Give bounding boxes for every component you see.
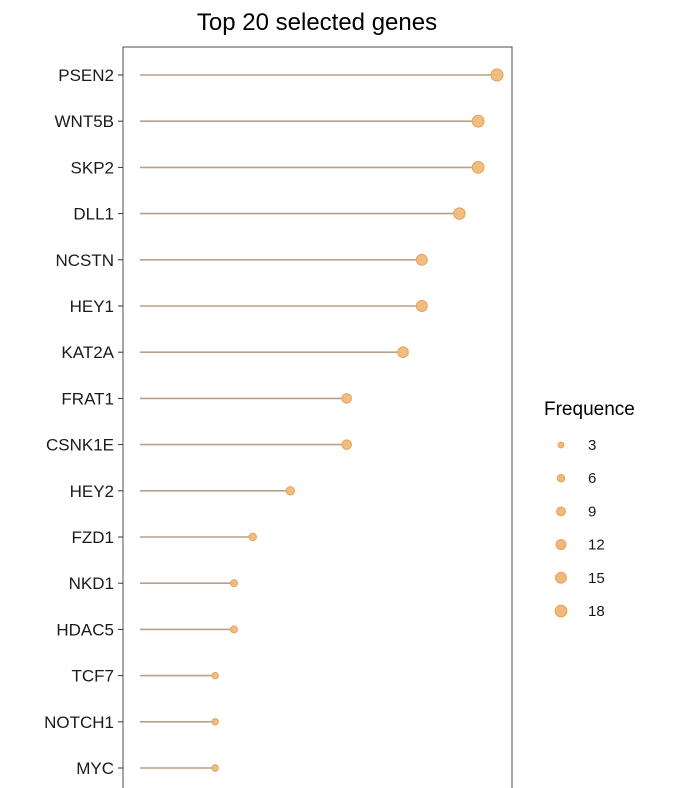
y-tick-label: MYC <box>76 759 114 778</box>
y-tick-label: HEY2 <box>70 482 114 501</box>
lollipop-point <box>229 625 238 634</box>
lollipop-nkd1: NKD1 <box>69 574 238 593</box>
legend-label: 6 <box>588 470 596 487</box>
legend-entry-6: 6 <box>556 470 596 487</box>
lollipop-point <box>415 253 428 266</box>
lollipop-point <box>211 671 219 680</box>
legend-swatch <box>555 571 567 584</box>
y-tick-label: CSNK1E <box>46 436 114 455</box>
y-tick-label: DLL1 <box>73 205 114 224</box>
y-tick-label: PSEN2 <box>58 66 114 85</box>
legend-swatch <box>556 473 566 483</box>
lollipop-hey2: HEY2 <box>70 482 295 501</box>
y-tick-label: NOTCH1 <box>44 713 114 732</box>
legend-entry-9: 9 <box>556 503 596 520</box>
lollipop-point <box>211 718 219 726</box>
lollipop-point <box>471 161 485 174</box>
lollipop-hdac5: HDAC5 <box>56 620 238 639</box>
legend: Frequence 3 6 9 12 15 18 <box>544 399 635 620</box>
legend-swatch <box>556 506 566 517</box>
lollipop-skp2: SKP2 <box>71 158 485 177</box>
lollipop-point <box>211 764 219 772</box>
legend-entry-18: 18 <box>554 603 605 620</box>
y-tick-label: FZD1 <box>72 528 115 547</box>
lollipop-point <box>341 393 352 404</box>
lollipop-point <box>341 439 352 450</box>
lollipop-point <box>471 114 485 128</box>
legend-swatch <box>555 539 567 551</box>
lollipop-psen2: PSEN2 <box>58 66 504 85</box>
legend-title: Frequence <box>544 399 635 420</box>
lollipop-fzd1: FZD1 <box>72 528 257 547</box>
chart-title: Top 20 selected genes <box>197 9 437 36</box>
y-tick-label: FRAT1 <box>61 389 114 408</box>
lollipop-wnt5b: WNT5B <box>55 112 485 131</box>
lollipop-frat1: FRAT1 <box>61 389 352 408</box>
legend-label: 3 <box>588 437 596 454</box>
legend-swatch <box>557 441 565 449</box>
legend-swatch <box>554 604 568 618</box>
y-tick-label: WNT5B <box>55 112 115 131</box>
lollipop-point <box>285 486 295 496</box>
lollipop-csnk1e: CSNK1E <box>46 436 352 455</box>
legend-entry-15: 15 <box>555 570 605 587</box>
y-tick-label: NCSTN <box>55 251 114 270</box>
lollipop-tcf7: TCF7 <box>72 667 219 686</box>
y-tick-label: HEY1 <box>70 297 114 316</box>
lollipop-point <box>490 68 504 82</box>
legend-entry-12: 12 <box>555 537 605 554</box>
lollipop-point <box>415 300 428 312</box>
lollipop-dll1: DLL1 <box>73 205 466 224</box>
plot-area: PSEN2 WNT5B SKP2 DLL1 NCSTN HEY1 KAT2A FRAT1 CSN… <box>44 46 513 788</box>
lollipop-point <box>453 207 466 220</box>
lollipop-point <box>248 532 257 542</box>
lollipop-myc: MYC <box>76 759 219 778</box>
legend-entry-3: 3 <box>557 437 596 454</box>
lollipop-hey1: HEY1 <box>70 297 428 316</box>
lollipop-point <box>229 579 238 588</box>
legend-label: 12 <box>588 537 605 554</box>
plot-frame <box>122 46 513 788</box>
y-tick-label: KAT2A <box>61 343 114 362</box>
lollipop-notch1: NOTCH1 <box>44 713 219 732</box>
lollipop-kat2a: KAT2A <box>61 343 409 362</box>
lollipop-point <box>397 346 409 358</box>
legend-label: 18 <box>588 603 605 620</box>
lollipop-ncstn: NCSTN <box>55 251 428 270</box>
legend-label: 9 <box>588 503 596 520</box>
y-tick-label: SKP2 <box>71 158 114 177</box>
y-tick-label: TCF7 <box>72 667 115 686</box>
y-tick-label: HDAC5 <box>56 620 114 639</box>
legend-label: 15 <box>588 570 605 587</box>
y-tick-label: NKD1 <box>69 574 114 593</box>
